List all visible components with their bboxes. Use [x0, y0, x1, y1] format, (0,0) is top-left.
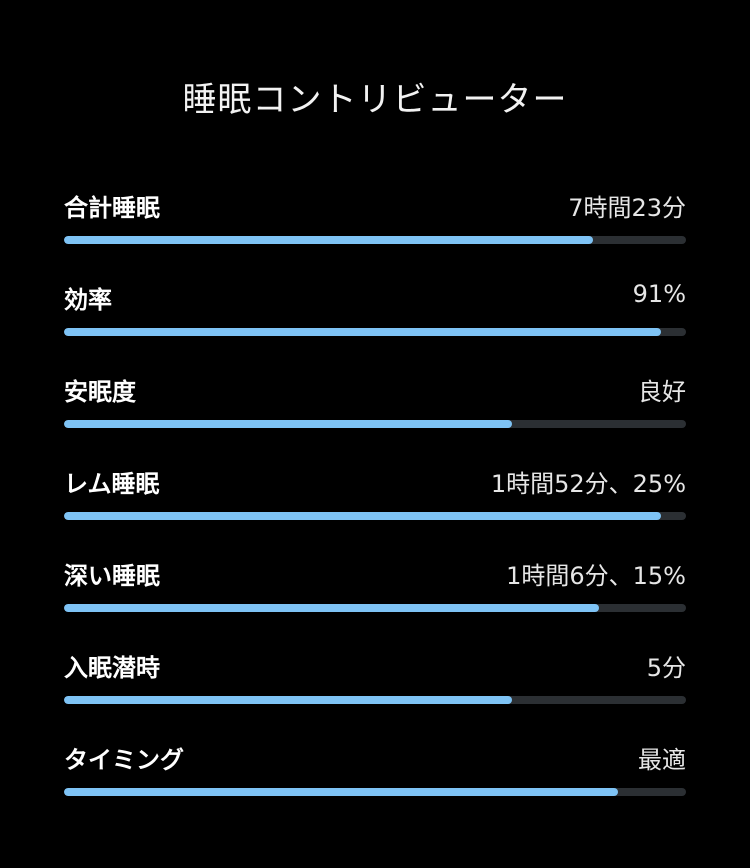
contributor-row-deep-sleep[interactable]: 深い睡眠 1時間6分、15% — [64, 552, 686, 644]
contributor-value: 7時間23分 — [568, 194, 686, 222]
progress-fill — [64, 236, 593, 244]
contributor-label: 安眠度 — [64, 378, 136, 406]
contributor-label: 深い睡眠 — [64, 562, 160, 590]
contributor-row-latency[interactable]: 入眠潜時 5分 — [64, 644, 686, 736]
contributor-value: 最適 — [638, 746, 686, 774]
progress-fill — [64, 420, 512, 428]
contributor-label: 合計睡眠 — [64, 194, 160, 222]
contributor-value: 5分 — [646, 654, 686, 682]
contributor-value: 91% — [632, 280, 686, 308]
contributor-label: 効率 — [64, 286, 112, 314]
progress-track — [64, 788, 686, 796]
contributor-row-restfulness[interactable]: 安眠度 良好 — [64, 368, 686, 460]
contributor-value: 1時間52分、25% — [490, 470, 686, 498]
progress-fill — [64, 696, 512, 704]
progress-track — [64, 696, 686, 704]
contributor-row-timing[interactable]: タイミング 最適 — [64, 736, 686, 828]
contributor-row-rem-sleep[interactable]: レム睡眠 1時間52分、25% — [64, 460, 686, 552]
contributor-value: 良好 — [638, 378, 686, 406]
progress-fill — [64, 328, 662, 336]
progress-fill — [64, 604, 599, 612]
page-title: 睡眠コントリビューター — [182, 80, 568, 120]
progress-fill — [64, 512, 662, 520]
contributor-value: 1時間6分、15% — [506, 562, 686, 590]
contributor-list: 合計睡眠 7時間23分 効率 91% 安眠度 良好 — [64, 184, 686, 828]
contributor-label: 入眠潜時 — [64, 654, 160, 682]
contributor-label: タイミング — [64, 746, 184, 774]
progress-track — [64, 512, 686, 520]
progress-track — [64, 604, 686, 612]
progress-track — [64, 236, 686, 244]
progress-track — [64, 420, 686, 428]
contributor-row-total-sleep[interactable]: 合計睡眠 7時間23分 — [64, 184, 686, 276]
progress-fill — [64, 788, 618, 796]
progress-track — [64, 328, 686, 336]
contributor-row-efficiency[interactable]: 効率 91% — [64, 276, 686, 368]
contributor-label: レム睡眠 — [64, 470, 160, 498]
